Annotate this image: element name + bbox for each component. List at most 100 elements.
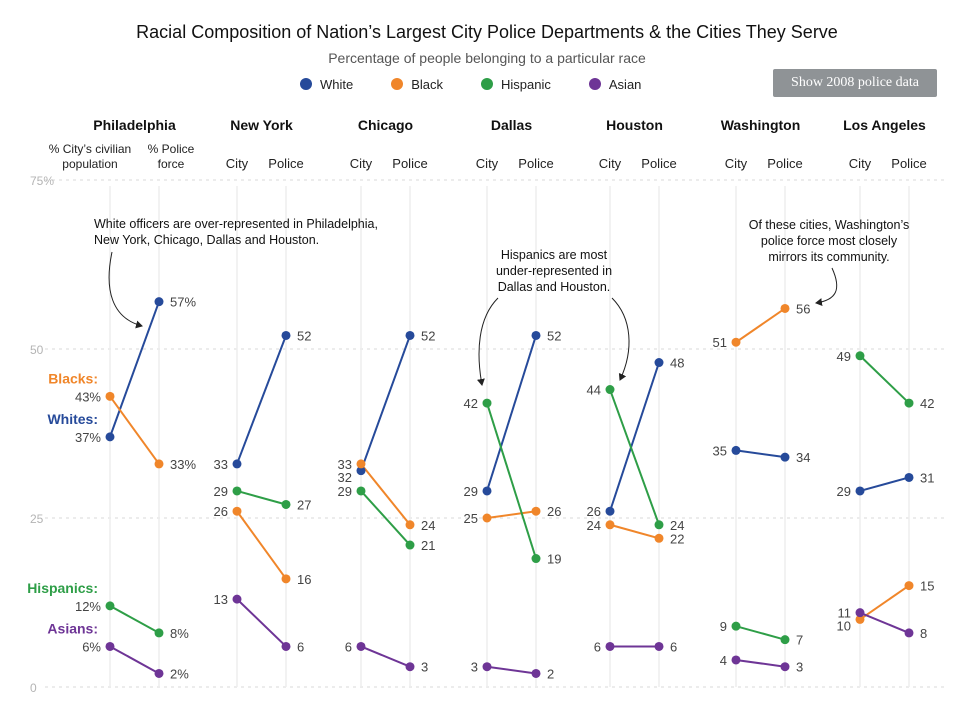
header-city-los-angeles: City	[849, 156, 872, 171]
slope-line-new-york-hispanic	[236, 489, 287, 506]
series-label-asian: Asians:	[47, 620, 98, 636]
header-city-dallas: City	[476, 156, 499, 171]
dot-police-houston-black	[654, 533, 664, 543]
value-label-city-chicago-asian: 6	[345, 639, 352, 654]
value-label-police-dallas-asian: 2	[547, 666, 554, 681]
dot-city-los-angeles-hispanic	[855, 351, 865, 361]
value-label-police-los-angeles-asian: 8	[920, 626, 927, 641]
value-label-police-philadelphia-hispanic: 8%	[170, 626, 189, 641]
dot-city-houston-black	[605, 520, 615, 530]
value-label-city-houston-black: 24	[587, 518, 601, 533]
slope-line-washington-hispanic	[735, 625, 786, 641]
value-label-police-houston-black: 22	[670, 531, 684, 546]
annotation-white-officers-line-1: White officers are over-represented in P…	[94, 217, 378, 231]
annotation-arrow-hispanics-dallas	[476, 297, 499, 386]
dot-police-houston-asian	[654, 641, 664, 651]
value-label-police-new-york-black: 16	[297, 572, 311, 587]
dot-police-chicago-black	[405, 520, 415, 530]
slope-line-washington-asian	[735, 658, 786, 668]
value-label-city-chicago-white: 32	[338, 470, 352, 485]
dot-city-new-york-hispanic	[232, 486, 242, 496]
dot-city-los-angeles-black	[855, 614, 865, 624]
slope-line-dallas-hispanic	[486, 402, 537, 559]
dot-city-dallas-white	[482, 486, 492, 496]
value-label-city-new-york-asian: 13	[214, 592, 228, 607]
legend-item-asian: Asian	[588, 77, 641, 92]
dot-city-philadelphia-white	[105, 432, 115, 442]
value-label-police-dallas-hispanic: 19	[547, 552, 561, 567]
y-tick-label-50: 50	[30, 343, 44, 357]
dot-city-new-york-black	[232, 506, 242, 516]
dot-city-los-angeles-asian	[855, 608, 865, 618]
panel-title-los-angeles: Los Angeles	[843, 117, 926, 133]
header-city-washington: City	[725, 156, 748, 171]
value-label-city-washington-white: 35	[713, 443, 727, 458]
slope-line-los-angeles-hispanic	[859, 355, 910, 404]
legend: White Black Hispanic Asian	[300, 75, 679, 93]
header-police-houston: Police	[641, 156, 676, 171]
y-tick-label-0: 0	[30, 681, 37, 695]
header-police-chicago: Police	[392, 156, 427, 171]
slope-line-los-angeles-black	[859, 584, 910, 621]
dot-police-new-york-asian	[281, 641, 291, 651]
value-label-city-dallas-white: 29	[464, 484, 478, 499]
header-police-washington: Police	[767, 156, 802, 171]
slope-line-philadelphia-white	[109, 301, 160, 438]
value-label-police-philadelphia-black: 33%	[170, 457, 196, 472]
value-label-city-washington-hispanic: 9	[720, 619, 727, 634]
value-label-city-dallas-asian: 3	[471, 660, 478, 675]
value-label-city-houston-hispanic: 44	[587, 383, 601, 398]
dot-city-dallas-asian	[482, 662, 492, 672]
value-label-police-washington-black: 56	[796, 301, 810, 316]
legend-swatch-asian	[588, 78, 601, 90]
value-label-police-los-angeles-white: 31	[920, 470, 934, 485]
show-2008-police-data-button[interactable]: Show 2008 police data	[773, 69, 937, 97]
header-city-population-1: % City’s civilian	[49, 142, 131, 156]
header-police-los-angeles: Police	[891, 156, 926, 171]
header-city-houston: City	[599, 156, 622, 171]
dot-police-new-york-black	[281, 574, 291, 584]
slope-line-dallas-asian	[486, 665, 537, 675]
value-label-police-washington-asian: 3	[796, 660, 803, 675]
panel-title-chicago: Chicago	[358, 117, 413, 133]
value-label-police-philadelphia-white: 57%	[170, 295, 196, 310]
value-label-police-dallas-black: 26	[547, 504, 561, 519]
value-label-police-houston-white: 48	[670, 356, 684, 371]
legend-item-hispanic: Hispanic	[481, 77, 551, 92]
slope-line-washington-black	[735, 307, 786, 344]
value-label-city-houston-white: 26	[587, 504, 601, 519]
dot-police-dallas-hispanic	[531, 554, 541, 564]
value-label-police-washington-hispanic: 7	[796, 633, 803, 648]
panel-title-dallas: Dallas	[491, 117, 532, 133]
dot-city-philadelphia-asian	[105, 641, 115, 651]
slope-line-philadelphia-hispanic	[109, 605, 160, 634]
slope-line-houston-black	[609, 523, 660, 540]
panel-title-washington: Washington	[721, 117, 801, 133]
dot-police-dallas-white	[531, 330, 541, 340]
panel-title-new-york: New York	[230, 117, 293, 133]
legend-swatch-hispanic	[481, 78, 494, 90]
dot-police-washington-white	[780, 452, 790, 462]
header-police-new-york: Police	[268, 156, 303, 171]
header-city-chicago: City	[350, 156, 373, 171]
value-label-city-washington-asian: 4	[720, 653, 727, 668]
dot-city-new-york-asian	[232, 594, 242, 604]
annotation-arrow-washington	[815, 267, 838, 307]
dot-police-washington-hispanic	[780, 635, 790, 645]
value-label-city-philadelphia-white: 37%	[75, 430, 101, 445]
dot-police-los-angeles-hispanic	[904, 398, 914, 408]
slope-line-washington-white	[735, 449, 786, 459]
slope-line-dallas-white	[486, 335, 537, 492]
value-label-police-new-york-asian: 6	[297, 639, 304, 654]
dot-police-los-angeles-black	[904, 581, 914, 591]
header-police-dallas: Police	[518, 156, 553, 171]
value-label-police-new-york-white: 52	[297, 328, 311, 343]
slope-line-los-angeles-asian	[859, 611, 910, 634]
legend-label-white: White	[320, 76, 354, 92]
chart-title: Racial Composition of Nation’s Largest C…	[136, 22, 838, 42]
dot-police-houston-hispanic	[654, 520, 664, 530]
value-label-city-dallas-hispanic: 42	[464, 396, 478, 411]
annotation-washington-line-1: Of these cities, Washington’s	[749, 218, 910, 232]
value-label-city-dallas-black: 25	[464, 511, 478, 526]
